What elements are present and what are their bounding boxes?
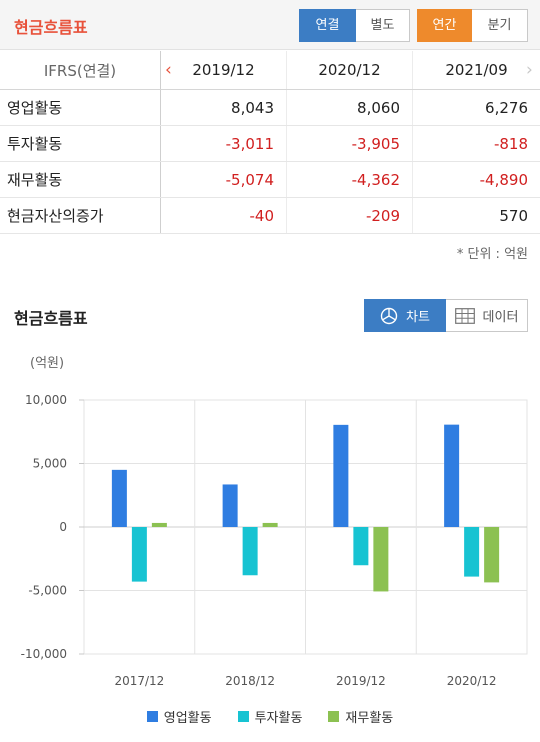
- table-cell: -4,890: [479, 170, 528, 189]
- y-tick-label: -5,000: [28, 584, 67, 598]
- y-tick-label: 10,000: [25, 393, 67, 407]
- period-toggle: 연간 분기: [417, 9, 528, 42]
- y-axis-unit: (억원): [30, 356, 65, 371]
- y-tick-label: -10,000: [21, 647, 67, 661]
- consolidation-toggle: 연결 별도: [299, 9, 410, 42]
- legend-label: 영업활동: [163, 711, 212, 726]
- annual-button[interactable]: 연간: [417, 9, 472, 42]
- data-view-button[interactable]: 데이터: [446, 299, 528, 332]
- x-tick-label: 2020/12: [447, 674, 497, 688]
- table-cell: -3,011: [161, 126, 287, 161]
- table-cell: -209: [287, 198, 413, 233]
- cashflow-table: IFRS(연결) 2019/12 2020/12 2021/09 ‹ › 영업활…: [0, 51, 540, 234]
- chart-section-title: 현금흐름표: [14, 309, 88, 328]
- column-header: 2019/12: [161, 51, 287, 89]
- chart-legend: 영업활동 투자활동 재무활동: [0, 707, 540, 726]
- bar-1: [111, 469, 127, 527]
- table-row: 재무활동 -5,074 -4,362 -4,890: [0, 162, 540, 198]
- separate-button[interactable]: 별도: [356, 9, 410, 42]
- bar-1: [333, 424, 349, 527]
- cashflow-bar-chart: 10,000 5,000 0 -5,000 -10,000 2017/12 2018/12 2…: [21, 393, 528, 688]
- bar-3: [262, 522, 278, 527]
- header-bar: 현금흐름표 연결 별도 연간 분기: [0, 0, 540, 50]
- table-cell: 8,060: [287, 90, 413, 125]
- table-cell: 6,276: [485, 98, 528, 117]
- table-grid-icon: [454, 307, 475, 324]
- legend-swatch: [237, 711, 249, 722]
- table-cell: -3,905: [287, 126, 413, 161]
- chart-view-label: 차트: [406, 310, 430, 325]
- bar-2: [353, 527, 369, 566]
- chart-view-button[interactable]: 차트: [364, 299, 446, 332]
- unit-note: * 단위 : 억원: [456, 247, 528, 262]
- table-cell: -40: [161, 198, 287, 233]
- legend-swatch: [328, 711, 340, 722]
- pie-chart-icon: [380, 307, 398, 324]
- x-tick-label: 2018/12: [225, 674, 275, 688]
- row-label: 영업활동: [0, 90, 161, 125]
- bar-3: [484, 527, 500, 583]
- bar-1: [444, 424, 460, 527]
- bar-2: [464, 527, 480, 577]
- row-label: 현금자산의증가: [0, 198, 161, 233]
- row-label: 재무활동: [0, 162, 161, 197]
- column-header: 2021/09: [445, 61, 508, 79]
- bar-2: [242, 527, 258, 576]
- x-tick-label: 2019/12: [336, 674, 386, 688]
- table-cell: -5,074: [161, 162, 287, 197]
- bar-2: [131, 527, 147, 582]
- bar-1: [222, 484, 238, 527]
- table-header-row: IFRS(연결) 2019/12 2020/12 2021/09 ‹ ›: [0, 51, 540, 90]
- consolidated-button[interactable]: 연결: [299, 9, 356, 42]
- table-cell: 570: [499, 206, 528, 225]
- row-label: 투자활동: [0, 126, 161, 161]
- legend-label: 투자활동: [254, 711, 303, 726]
- table-row: 영업활동 8,043 8,060 6,276: [0, 90, 540, 126]
- x-tick-label: 2017/12: [114, 674, 164, 688]
- legend-item: 영업활동: [146, 707, 212, 726]
- chevron-left-icon[interactable]: ‹: [165, 60, 172, 80]
- table-cell: -818: [493, 134, 528, 153]
- table-cell: -4,362: [287, 162, 413, 197]
- page-title: 현금흐름표: [14, 18, 88, 37]
- legend-swatch: [146, 711, 158, 722]
- quarterly-button[interactable]: 분기: [472, 9, 528, 42]
- legend-item: 재무활동: [328, 707, 393, 726]
- chevron-right-icon[interactable]: ›: [526, 60, 533, 80]
- bar-3: [151, 522, 167, 527]
- data-view-label: 데이터: [482, 310, 519, 325]
- y-tick-label: 0: [59, 520, 67, 534]
- column-header: 2020/12: [287, 51, 413, 89]
- table-cell: 8,043: [161, 90, 287, 125]
- bar-3: [373, 527, 389, 592]
- legend-label: 재무활동: [345, 711, 394, 726]
- basis-label: IFRS(연결): [0, 51, 161, 89]
- table-row: 현금자산의증가 -40 -209 570: [0, 198, 540, 234]
- y-tick-label: 5,000: [33, 457, 67, 471]
- table-row: 투자활동 -3,011 -3,905 -818: [0, 126, 540, 162]
- legend-item: 투자활동: [237, 707, 303, 726]
